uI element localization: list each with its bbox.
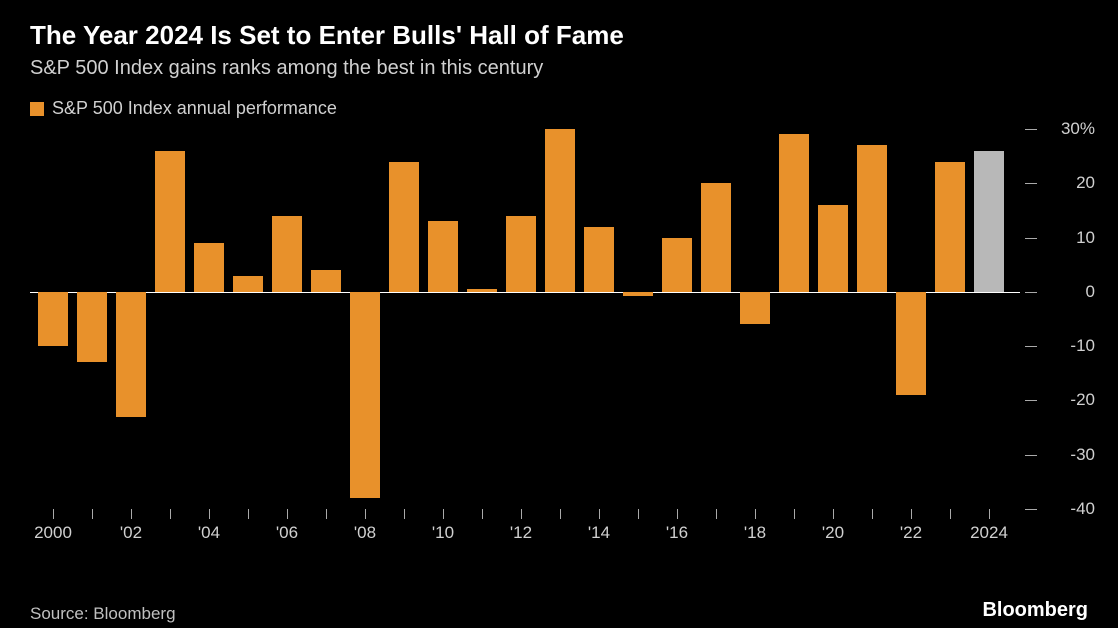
x-tick <box>716 509 717 519</box>
x-tick <box>638 509 639 519</box>
y-tick-label: 0 <box>1086 282 1095 302</box>
x-tick <box>482 509 483 519</box>
x-tick-label: '14 <box>588 523 610 543</box>
x-tick-label: '06 <box>276 523 298 543</box>
bar-2022 <box>896 292 926 395</box>
x-tick <box>989 509 990 519</box>
chart-title: The Year 2024 Is Set to Enter Bulls' Hal… <box>30 20 1088 51</box>
y-tick-label: -30 <box>1070 445 1095 465</box>
x-tick <box>872 509 873 519</box>
y-tick-label: 20 <box>1076 173 1095 193</box>
bar-2014 <box>584 227 614 292</box>
bar-2023 <box>935 162 965 292</box>
bar-2010 <box>428 221 458 292</box>
bar-2020 <box>818 205 848 292</box>
x-tick-label: 2000 <box>34 523 72 543</box>
bar-2015 <box>623 292 653 296</box>
x-tick <box>287 509 288 519</box>
bar-2009 <box>389 162 419 292</box>
bar-2006 <box>272 216 302 292</box>
x-tick-label: '12 <box>510 523 532 543</box>
y-tick-label: -40 <box>1070 499 1095 519</box>
x-tick <box>911 509 912 519</box>
x-tick-label: '20 <box>822 523 844 543</box>
y-tick <box>1025 346 1037 347</box>
bar-2021 <box>857 145 887 292</box>
x-tick-label: '02 <box>120 523 142 543</box>
bar-2007 <box>311 270 341 292</box>
bar-2005 <box>233 276 263 292</box>
x-tick-label: '08 <box>354 523 376 543</box>
x-tick <box>443 509 444 519</box>
bar-2017 <box>701 183 731 292</box>
bar-2012 <box>506 216 536 292</box>
bar-2018 <box>740 292 770 325</box>
zero-baseline <box>30 292 1020 293</box>
bar-2001 <box>77 292 107 363</box>
y-tick <box>1025 509 1037 510</box>
bar-2000 <box>38 292 68 346</box>
y-tick-label: -20 <box>1070 390 1095 410</box>
x-axis: 2000 '02 '04 '06 '08 '10 '12 '14 '16 '18 '20 '22 202… <box>30 509 1020 549</box>
bar-2003 <box>155 151 185 292</box>
x-tick <box>209 509 210 519</box>
y-tick-label: 30% <box>1061 119 1095 139</box>
x-tick-label: '04 <box>198 523 220 543</box>
source-label: Source: Bloomberg <box>30 604 176 624</box>
x-tick <box>326 509 327 519</box>
x-tick <box>92 509 93 519</box>
bar-2024 <box>974 151 1004 292</box>
plot-area <box>30 129 1020 509</box>
x-tick-label: '16 <box>666 523 688 543</box>
x-tick <box>599 509 600 519</box>
y-tick <box>1025 292 1037 293</box>
x-tick-label: '10 <box>432 523 454 543</box>
legend-swatch <box>30 102 44 116</box>
bar-2008 <box>350 292 380 498</box>
bar-2019 <box>779 134 809 291</box>
x-tick <box>170 509 171 519</box>
legend-label: S&P 500 Index annual performance <box>52 98 337 119</box>
bar-2002 <box>116 292 146 417</box>
x-tick <box>404 509 405 519</box>
chart-subtitle: S&P 500 Index gains ranks among the best… <box>30 57 1088 80</box>
y-tick <box>1025 455 1037 456</box>
x-tick-label: '18 <box>744 523 766 543</box>
x-tick <box>560 509 561 519</box>
x-tick <box>365 509 366 519</box>
x-tick <box>248 509 249 519</box>
bar-2016 <box>662 238 692 292</box>
y-tick-label: 10 <box>1076 228 1095 248</box>
x-tick <box>677 509 678 519</box>
y-tick <box>1025 129 1037 130</box>
chart-area: -40-30-20-100102030% 2000'02'04'06'08'10… <box>30 129 1088 549</box>
x-tick <box>131 509 132 519</box>
y-tick-label: -10 <box>1070 336 1095 356</box>
chart-container: The Year 2024 Is Set to Enter Bulls' Hal… <box>0 0 1118 628</box>
y-tick <box>1025 400 1037 401</box>
x-tick <box>53 509 54 519</box>
y-tick <box>1025 183 1037 184</box>
bar-2011 <box>467 289 497 292</box>
y-tick <box>1025 238 1037 239</box>
x-tick <box>950 509 951 519</box>
bar-2013 <box>545 129 575 292</box>
y-axis-labels: -40-30-20-100102030% <box>1025 129 1095 509</box>
x-tick <box>755 509 756 519</box>
x-tick-label: 2024 <box>970 523 1008 543</box>
bar-2004 <box>194 243 224 292</box>
legend: S&P 500 Index annual performance <box>30 98 1088 119</box>
x-tick <box>521 509 522 519</box>
x-tick <box>833 509 834 519</box>
x-tick-label: '22 <box>900 523 922 543</box>
brand-label: Bloomberg <box>982 599 1088 622</box>
x-tick <box>794 509 795 519</box>
